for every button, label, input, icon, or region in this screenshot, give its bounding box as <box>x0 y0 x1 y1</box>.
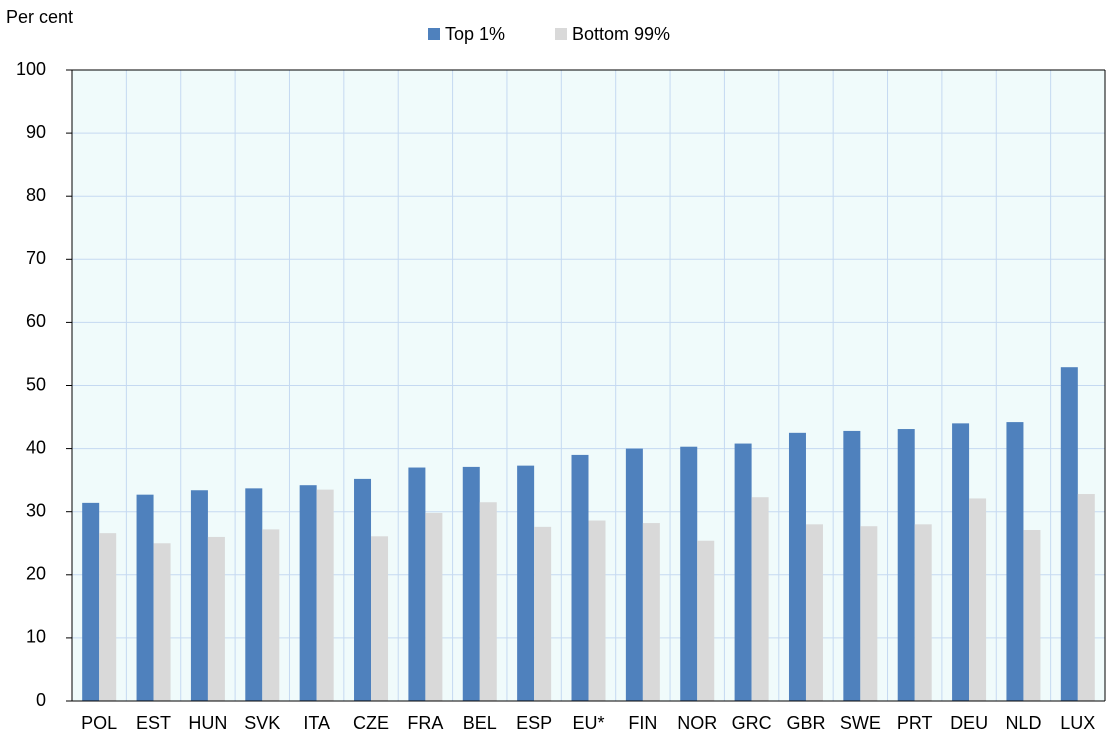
y-tick-label: 60 <box>26 311 46 331</box>
x-tick-label: DEU <box>950 713 988 733</box>
x-tick-label: CZE <box>353 713 389 733</box>
bar <box>354 478 372 701</box>
bar <box>734 443 752 701</box>
bar <box>1023 529 1041 701</box>
x-tick-label: EU* <box>572 713 604 733</box>
bar <box>805 524 823 701</box>
bar <box>642 523 660 701</box>
x-tick-label: FRA <box>407 713 443 733</box>
bar <box>751 497 769 701</box>
bar <box>1006 422 1024 701</box>
y-tick-label: 40 <box>26 437 46 457</box>
bar <box>136 494 154 701</box>
x-tick-label: ESP <box>516 713 552 733</box>
x-tick-label: NOR <box>677 713 717 733</box>
bar <box>788 432 806 701</box>
bar <box>425 512 443 701</box>
bar <box>316 489 334 701</box>
bar <box>625 448 643 701</box>
bar <box>82 502 100 701</box>
x-tick-label: GBR <box>786 713 825 733</box>
legend-swatch <box>555 28 567 40</box>
x-tick-label: PRT <box>897 713 933 733</box>
x-tick-label: GRC <box>732 713 772 733</box>
bar <box>262 529 280 701</box>
x-tick-label: SWE <box>840 713 881 733</box>
bar <box>860 526 878 701</box>
bar <box>952 423 970 701</box>
bar <box>914 524 932 701</box>
legend-label: Bottom 99% <box>572 24 670 44</box>
y-tick-label: 90 <box>26 122 46 142</box>
bar <box>299 485 317 701</box>
bar <box>680 446 698 701</box>
y-tick-label: 70 <box>26 248 46 268</box>
bar <box>1060 367 1078 701</box>
x-tick-label: BEL <box>463 713 497 733</box>
x-tick-label: NLD <box>1005 713 1041 733</box>
bar <box>969 498 987 701</box>
y-tick-label: 10 <box>26 627 46 647</box>
bar <box>897 429 915 701</box>
bar <box>843 430 861 701</box>
bar <box>571 454 589 701</box>
bar <box>371 536 389 701</box>
legend-swatch <box>428 28 440 40</box>
bar <box>99 533 117 701</box>
bar <box>245 488 263 701</box>
y-tick-label: 80 <box>26 185 46 205</box>
bar <box>1077 494 1095 701</box>
bar <box>408 467 426 701</box>
x-tick-label: SVK <box>244 713 280 733</box>
x-tick-label: HUN <box>188 713 227 733</box>
bar <box>207 536 225 701</box>
legend-label: Top 1% <box>445 24 505 44</box>
bar <box>190 490 208 701</box>
y-tick-label: 20 <box>26 564 46 584</box>
x-tick-label: ITA <box>303 713 330 733</box>
bar <box>462 466 480 701</box>
y-tick-label: 30 <box>26 500 46 520</box>
y-axis-label: Per cent <box>6 7 73 27</box>
bar <box>588 520 606 701</box>
x-tick-label: LUX <box>1060 713 1095 733</box>
x-tick-label: EST <box>136 713 171 733</box>
x-tick-label: FIN <box>628 713 657 733</box>
bar <box>153 543 171 701</box>
y-tick-label: 50 <box>26 374 46 394</box>
x-tick-label: POL <box>81 713 117 733</box>
bar <box>534 526 552 701</box>
bar <box>479 502 497 701</box>
bar <box>697 540 715 701</box>
bar <box>517 465 535 701</box>
y-tick-label: 100 <box>16 59 46 79</box>
y-tick-label: 0 <box>36 690 46 710</box>
